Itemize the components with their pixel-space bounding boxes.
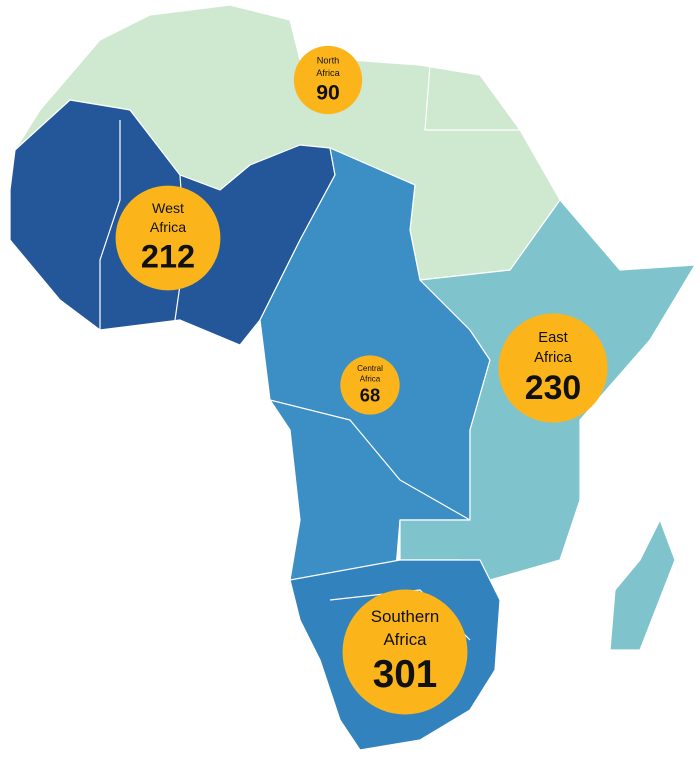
region-name: Africa xyxy=(316,68,340,78)
region-name: Central xyxy=(357,364,383,373)
region-name: Africa xyxy=(534,350,572,366)
region-name: Africa xyxy=(360,375,381,384)
madagascar xyxy=(609,519,676,651)
region-bubbles: NorthAfrica90WestAfrica212CentralAfrica6… xyxy=(115,45,608,715)
border-line xyxy=(269,399,471,521)
region-value: 68 xyxy=(360,385,380,406)
region-value: 90 xyxy=(316,81,340,104)
region-name: North xyxy=(317,56,340,66)
border-line xyxy=(424,64,520,131)
region-bubble xyxy=(293,45,363,115)
region-name: Southern xyxy=(371,607,439,626)
region-bubble xyxy=(340,355,400,415)
region-name: Africa xyxy=(383,630,427,649)
region-value: 301 xyxy=(373,653,438,696)
region-bubble xyxy=(498,313,608,423)
region-bubble xyxy=(342,589,468,715)
region-value: 212 xyxy=(141,239,195,275)
region-name: West xyxy=(152,200,184,216)
region-bubble xyxy=(115,185,221,291)
border-line xyxy=(99,120,121,330)
region-name: East xyxy=(538,330,567,346)
region-name: Africa xyxy=(150,219,186,235)
region-value: 230 xyxy=(525,369,581,407)
